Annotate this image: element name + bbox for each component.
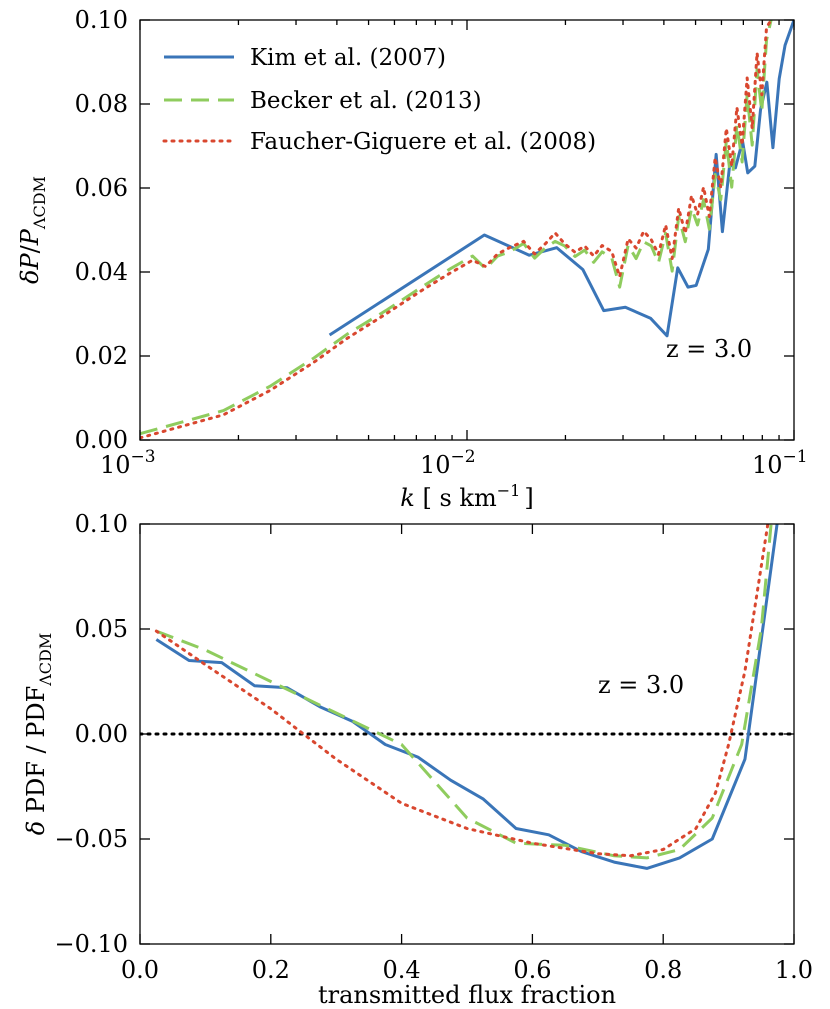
bottom-x-tick-label: 0.4	[383, 956, 421, 984]
top-y-axis-label: δP/PΛCDM	[16, 176, 49, 284]
top-legend: Kim et al. (2007) Becker et al. (2013) F…	[162, 45, 596, 155]
top-y-tick-label: 0.10	[75, 6, 128, 34]
top-x-tick-label: 10−1	[752, 447, 808, 479]
top-series-group	[140, 20, 794, 440]
bottom-panel: z = 3.0 0.0 0.2 0.4 0.6 0.8 1.0 0.10 0.0…	[22, 510, 813, 1009]
bottom-y-tick-label: 0.00	[75, 720, 128, 748]
bottom-series-group	[140, 524, 794, 870]
bottom-y-tick-label: −0.10	[54, 930, 128, 958]
top-y-tick-label: 0.02	[75, 342, 128, 370]
bottom-y-axis-label: δ PDF / PDFΛCDM	[22, 633, 55, 836]
top-y-tick-label: 0.04	[75, 258, 128, 286]
bottom-y-tick-label: 0.05	[75, 615, 128, 643]
top-y-tick-label: 0.08	[75, 90, 128, 118]
bottom-redshift-annotation: z = 3.0	[598, 671, 684, 699]
legend-label-kim: Kim et al. (2007)	[250, 45, 446, 71]
bottom-plot-frame	[139, 523, 795, 945]
bottom-y-tick-label: −0.05	[54, 825, 128, 853]
bottom-x-axis-label: transmitted flux fraction	[318, 981, 616, 1009]
top-y-tick-label: 0.06	[75, 174, 128, 202]
legend-label-becker: Becker et al. (2013)	[250, 88, 482, 114]
bottom-y-tick-label: 0.10	[75, 510, 128, 538]
top-x-tick-label: 10−3	[100, 447, 156, 479]
top-series-line-2	[140, 20, 773, 440]
bottom-series-line-1	[155, 524, 773, 860]
top-ticks-group	[139, 19, 795, 441]
bottom-series-line-2	[154, 524, 770, 858]
top-redshift-annotation: z = 3.0	[666, 335, 752, 363]
legend-label-faucher: Faucher-Giguere et al. (2008)	[250, 129, 596, 155]
bottom-x-tick-label: 0.2	[252, 956, 290, 984]
top-y-tick-label: 0.00	[75, 426, 128, 454]
bottom-x-tick-label: 0.0	[121, 956, 159, 984]
top-x-tick-label: 10−2	[420, 447, 476, 479]
bottom-x-tick-label: 0.6	[513, 956, 551, 984]
bottom-x-tick-label: 1.0	[775, 956, 813, 984]
bottom-x-tick-label: 0.8	[644, 956, 682, 984]
bottom-series-line-0	[155, 524, 779, 870]
top-panel: Kim et al. (2007) Becker et al. (2013) F…	[16, 6, 808, 512]
top-x-axis-label: k [ s km−1]	[400, 481, 533, 512]
top-plot-frame	[139, 19, 795, 441]
